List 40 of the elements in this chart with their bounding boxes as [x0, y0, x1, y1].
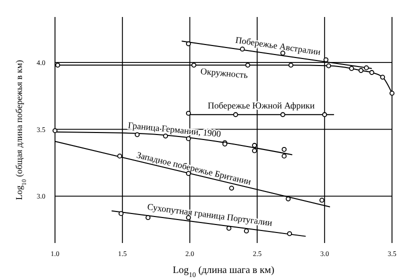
point — [280, 112, 286, 118]
point — [186, 136, 191, 142]
point — [186, 110, 191, 116]
point — [252, 142, 257, 148]
series-label: Окружность — [200, 66, 248, 80]
point — [326, 63, 332, 68]
point — [322, 112, 328, 118]
point — [117, 154, 122, 159]
text: Граница Германии, 1900 — [128, 120, 222, 140]
point — [55, 62, 60, 68]
point — [358, 68, 364, 73]
point — [288, 62, 294, 68]
point — [286, 196, 291, 202]
point — [186, 215, 191, 220]
point — [52, 128, 58, 134]
point — [287, 231, 292, 236]
point — [226, 226, 232, 231]
point — [369, 70, 374, 75]
point — [134, 132, 140, 138]
point — [244, 228, 249, 234]
point — [380, 74, 386, 80]
text: Западное побережье Британии — [136, 150, 252, 187]
point — [118, 211, 124, 216]
text: Сухопутная граница Португалии — [146, 202, 274, 228]
text: Побережье Австралии — [234, 34, 322, 57]
point — [324, 57, 328, 62]
point — [229, 186, 234, 191]
point — [252, 148, 257, 154]
point — [186, 41, 191, 46]
point — [319, 198, 324, 203]
point — [282, 146, 287, 152]
x-axis-title: Log$_{10}$ (длина шага в км) — [172, 265, 274, 279]
point — [146, 215, 150, 220]
point — [349, 66, 354, 71]
point — [282, 154, 287, 159]
point — [233, 112, 238, 118]
point — [245, 62, 250, 68]
point — [191, 62, 196, 68]
point — [390, 90, 394, 96]
point — [364, 65, 369, 70]
